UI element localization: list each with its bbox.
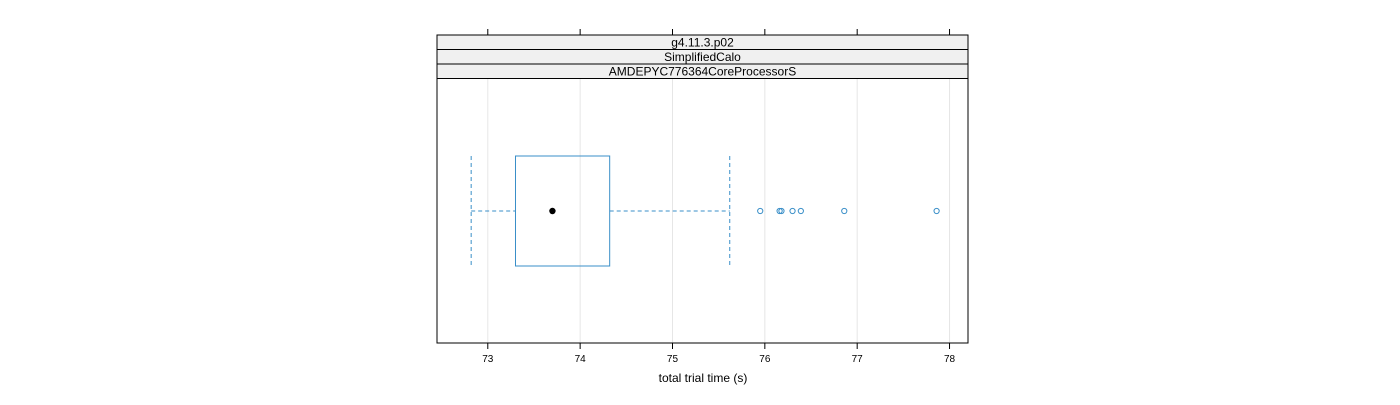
tick-label-78: 78 — [944, 354, 956, 365]
x-axis-title: total trial time (s) — [659, 371, 748, 385]
outlier-point-5 — [841, 207, 848, 215]
x-axis: 73 74 75 76 77 78 — [482, 29, 956, 365]
outlier-point-4 — [797, 207, 804, 215]
outlier-point-1 — [776, 207, 783, 215]
outlier-point-3 — [789, 207, 796, 215]
tick-label-75: 75 — [667, 354, 679, 365]
plot-marks — [470, 155, 940, 267]
strip-label-2: AMDEPYC776364CoreProcessorS — [609, 64, 796, 78]
panel-border — [436, 34, 969, 344]
outlier-point-2 — [778, 207, 785, 215]
outlier-point-0 — [757, 207, 764, 215]
tick-label-73: 73 — [482, 354, 494, 365]
outlier-point-6 — [933, 207, 940, 215]
strip-label-1: SimplifiedCalo — [664, 50, 741, 64]
tick-label-74: 74 — [575, 354, 587, 365]
tick-label-76: 76 — [759, 354, 771, 365]
gridlines — [487, 78, 951, 343]
strip-label-0: g4.11.3.p02 — [671, 35, 734, 49]
median-dot — [549, 207, 556, 215]
strip-headers: g4.11.3.p02SimplifiedCaloAMDEPYC776364Co… — [436, 34, 969, 79]
iqr-box — [514, 155, 611, 267]
tick-label-77: 77 — [852, 354, 864, 365]
